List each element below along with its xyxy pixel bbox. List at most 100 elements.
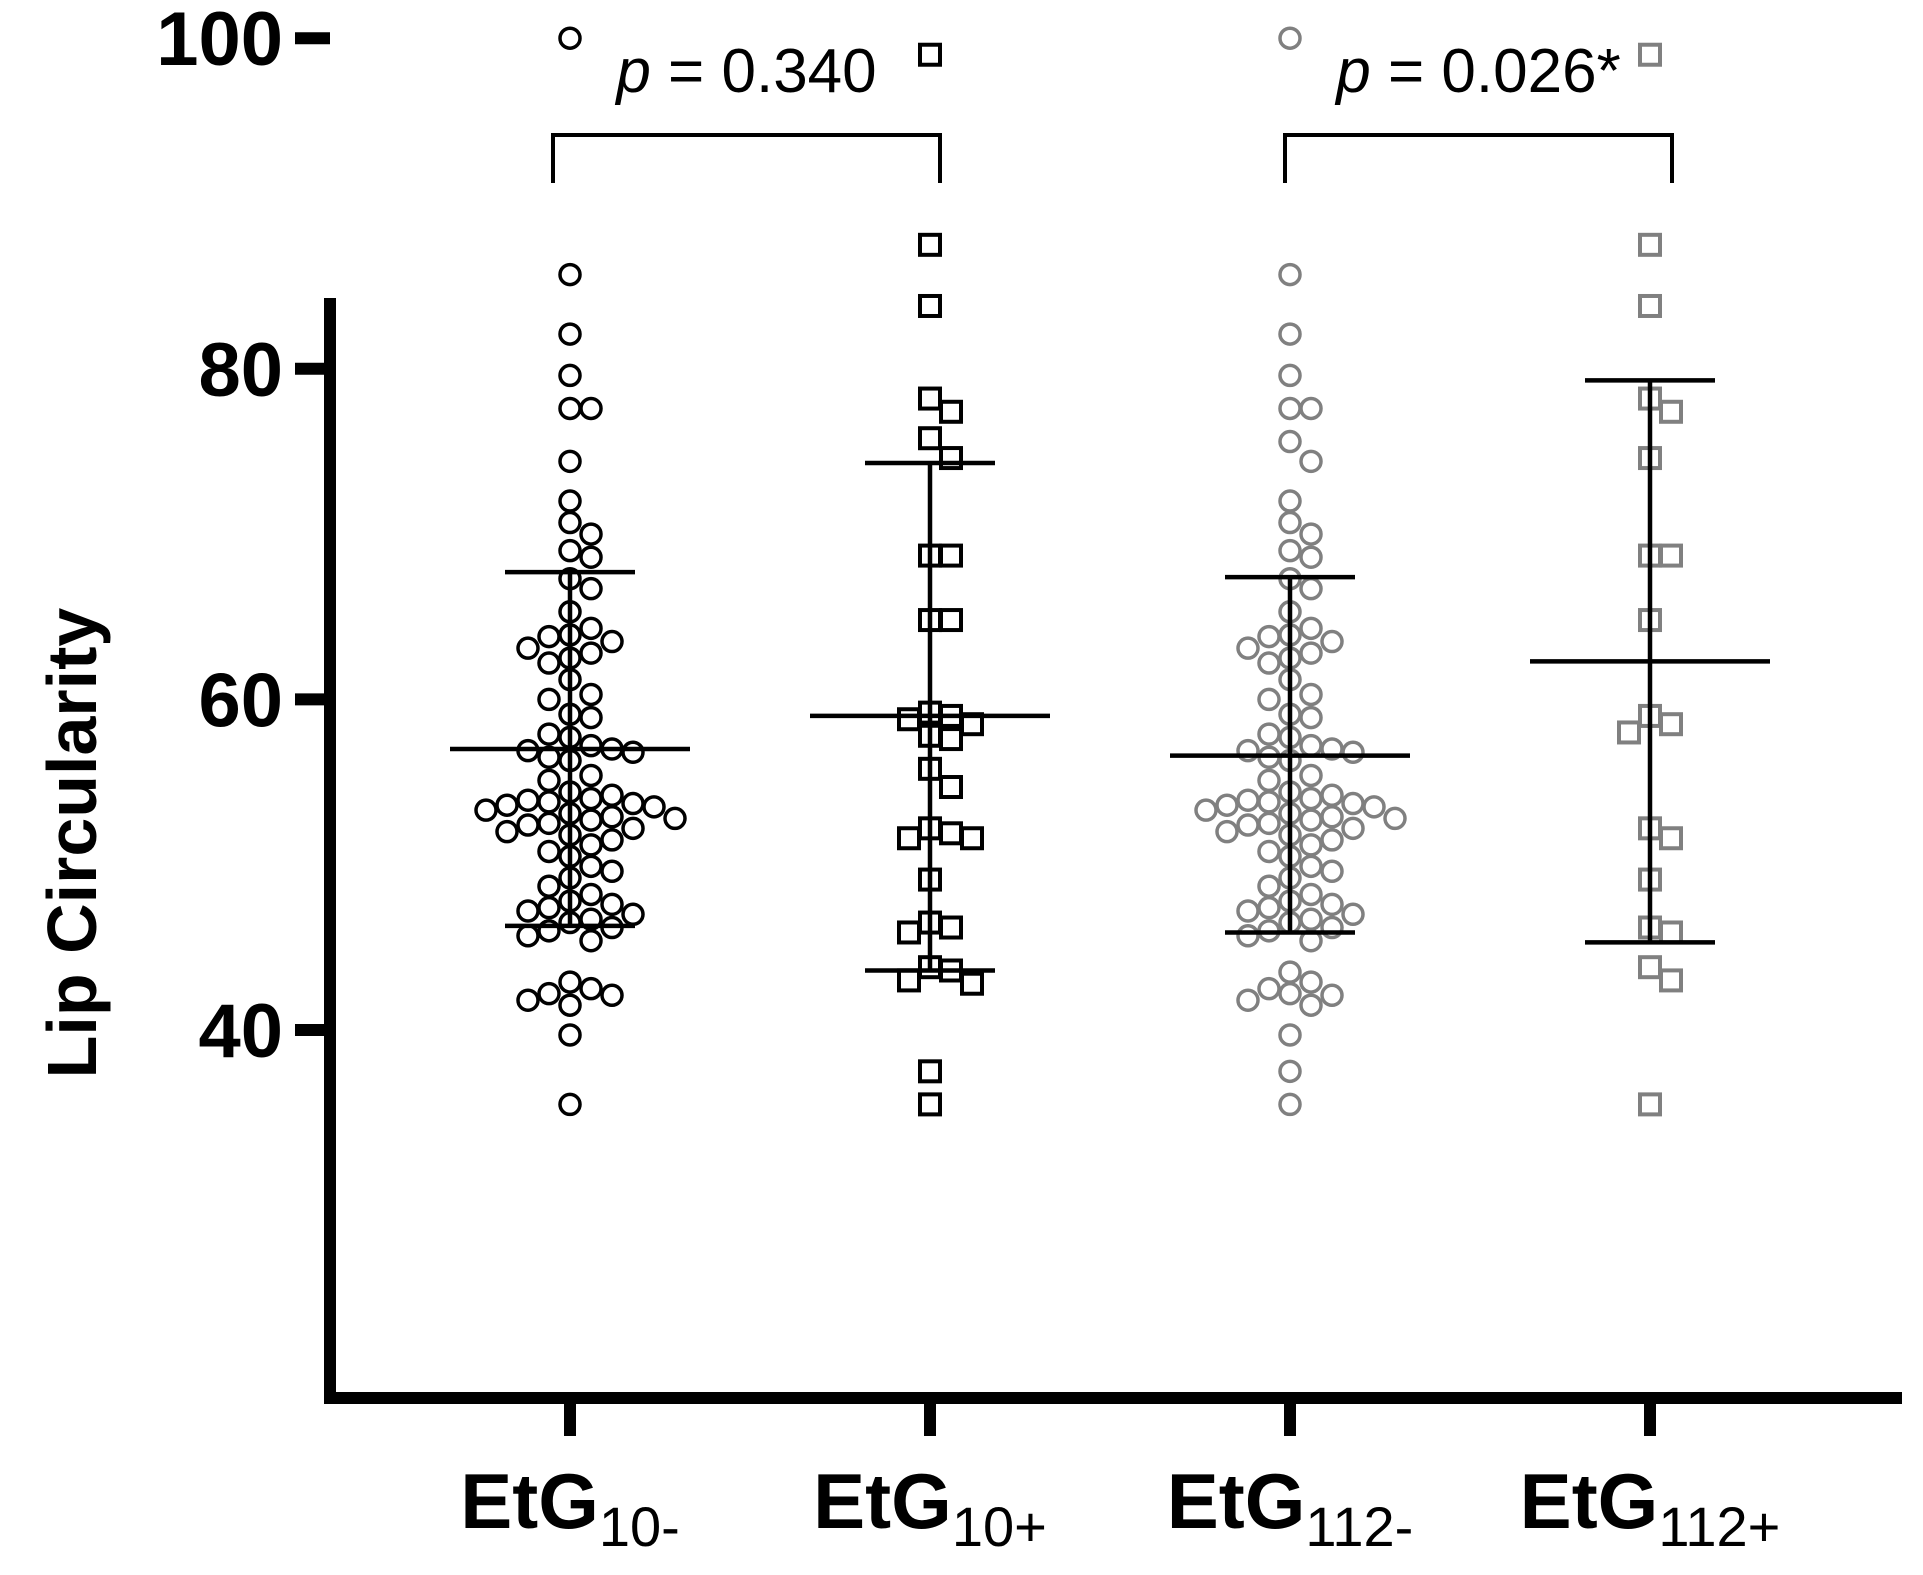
data-point-g2-61 — [1299, 854, 1323, 879]
data-point-g0-19 — [516, 636, 540, 660]
p-value-label-0: p = 0.340 — [614, 37, 876, 106]
data-point-g2-40 — [1320, 783, 1344, 808]
data-point-g2-41 — [1299, 786, 1323, 811]
data-point-g0-67 — [537, 895, 561, 920]
x-ticks: EtG10- EtG10+ EtG112- EtG112+ — [460, 1398, 1780, 1558]
data-point-g3-4 — [1659, 399, 1683, 424]
data-point-g0-24 — [579, 682, 603, 707]
data-point-g1-18 — [939, 775, 963, 800]
data-point-g2-47 — [1194, 798, 1218, 822]
data-point-g0-10 — [558, 538, 582, 563]
data-point-g2-57 — [1320, 828, 1344, 852]
data-point-g0-60 — [579, 854, 603, 879]
data-point-g2-79 — [1257, 976, 1281, 1001]
data-point-g2-18 — [1257, 624, 1281, 649]
data-point-g2-86 — [1278, 1092, 1302, 1117]
data-point-g2-82 — [1236, 988, 1260, 1012]
data-point-g2-71 — [1299, 907, 1323, 931]
data-point-g0-77 — [579, 976, 603, 1001]
data-point-g0-53 — [621, 816, 645, 841]
data-point-g0-8 — [558, 510, 582, 535]
data-point-g2-1 — [1278, 262, 1302, 287]
data-point-g0-7 — [558, 489, 582, 513]
data-point-g0-15 — [579, 616, 603, 641]
data-point-g0-63 — [537, 874, 561, 898]
data-point-g2-77 — [1278, 960, 1302, 984]
data-point-g0-27 — [579, 705, 603, 730]
x-category-label-2: EtG112- — [1167, 1457, 1414, 1558]
data-point-g2-10 — [1299, 522, 1323, 546]
data-point-g2-9 — [1278, 510, 1302, 535]
data-point-g1-21 — [897, 826, 921, 851]
data-point-g2-37 — [1299, 763, 1323, 788]
data-point-g2-4 — [1278, 396, 1302, 421]
data-point-g0-42 — [537, 790, 561, 814]
data-point-g0-41 — [516, 788, 540, 812]
data-point-g0-49 — [663, 806, 687, 831]
data-point-g2-55 — [1215, 819, 1239, 844]
data-point-g2-68 — [1257, 895, 1281, 920]
data-point-g1-25 — [939, 915, 963, 940]
data-point-g0-2 — [558, 322, 582, 346]
data-point-g2-28 — [1299, 705, 1323, 730]
data-point-g2-80 — [1278, 981, 1302, 1006]
data-point-g0-80 — [516, 988, 540, 1012]
data-point-g2-44 — [1341, 791, 1365, 816]
data-point-g2-38 — [1257, 768, 1281, 793]
bracket-0 — [551, 133, 942, 183]
data-point-g0-56 — [600, 828, 624, 852]
y-tick-label-80: 80 — [198, 328, 283, 413]
data-point-g2-50 — [1383, 806, 1407, 831]
data-point-g2-84 — [1278, 1023, 1302, 1047]
data-point-g2-14 — [1299, 576, 1323, 601]
data-point-g0-44 — [495, 793, 519, 817]
data-point-g3-16 — [1659, 920, 1683, 945]
data-point-g0-36 — [579, 763, 603, 788]
data-point-g2-69 — [1236, 899, 1260, 923]
data-point-g2-8 — [1278, 489, 1302, 513]
data-point-g2-54 — [1341, 816, 1365, 841]
data-point-g0-28 — [537, 722, 561, 746]
data-point-g2-46 — [1362, 795, 1386, 819]
data-point-g0-76 — [558, 970, 582, 994]
data-point-g2-16 — [1299, 616, 1323, 641]
data-point-g0-3 — [558, 363, 582, 388]
data-point-g0-48 — [600, 805, 624, 829]
data-point-g0-6 — [558, 449, 582, 474]
data-point-g2-3 — [1278, 363, 1302, 388]
data-point-g2-21 — [1299, 641, 1323, 665]
data-point-g3-17 — [1638, 955, 1662, 980]
significance-brackets: p = 0.340 p = 0.026* — [551, 37, 1674, 183]
data-point-g3-10 — [1659, 712, 1683, 737]
data-point-g2-5 — [1299, 396, 1323, 421]
data-point-g0-50 — [579, 808, 603, 832]
data-point-g2-49 — [1320, 805, 1344, 829]
data-point-g0-37 — [537, 768, 561, 793]
data-point-g0-5 — [579, 396, 603, 421]
data-point-g1-32 — [918, 1092, 942, 1117]
data-point-g2-58 — [1299, 833, 1323, 857]
data-point-g2-31 — [1299, 733, 1323, 758]
data-point-g2-2 — [1278, 322, 1302, 346]
data-point-g2-64 — [1257, 874, 1281, 898]
data-point-g0-40 — [579, 786, 603, 811]
data-point-g1-26 — [897, 920, 921, 945]
data-point-g2-67 — [1320, 892, 1344, 917]
data-point-g0-51 — [537, 811, 561, 836]
data-point-g2-23 — [1257, 651, 1281, 675]
data-point-g2-75 — [1236, 924, 1260, 948]
data-point-g2-42 — [1236, 788, 1260, 812]
data-point-g1-1 — [918, 232, 942, 257]
p-value-label-1: p = 0.026* — [1334, 37, 1620, 106]
data-point-g1-0 — [918, 42, 942, 67]
data-point-g2-6 — [1278, 429, 1302, 454]
data-point-g3-11 — [1617, 720, 1641, 745]
data-point-g0-9 — [579, 522, 603, 546]
data-point-g1-10 — [939, 608, 963, 633]
data-point-g1-8 — [939, 543, 963, 568]
data-point-g1-4 — [939, 399, 963, 424]
data-point-g2-83 — [1299, 993, 1323, 1017]
data-point-g1-2 — [918, 293, 942, 318]
data-point-g0-57 — [579, 833, 603, 857]
data-point-g3-19 — [1638, 1092, 1662, 1117]
